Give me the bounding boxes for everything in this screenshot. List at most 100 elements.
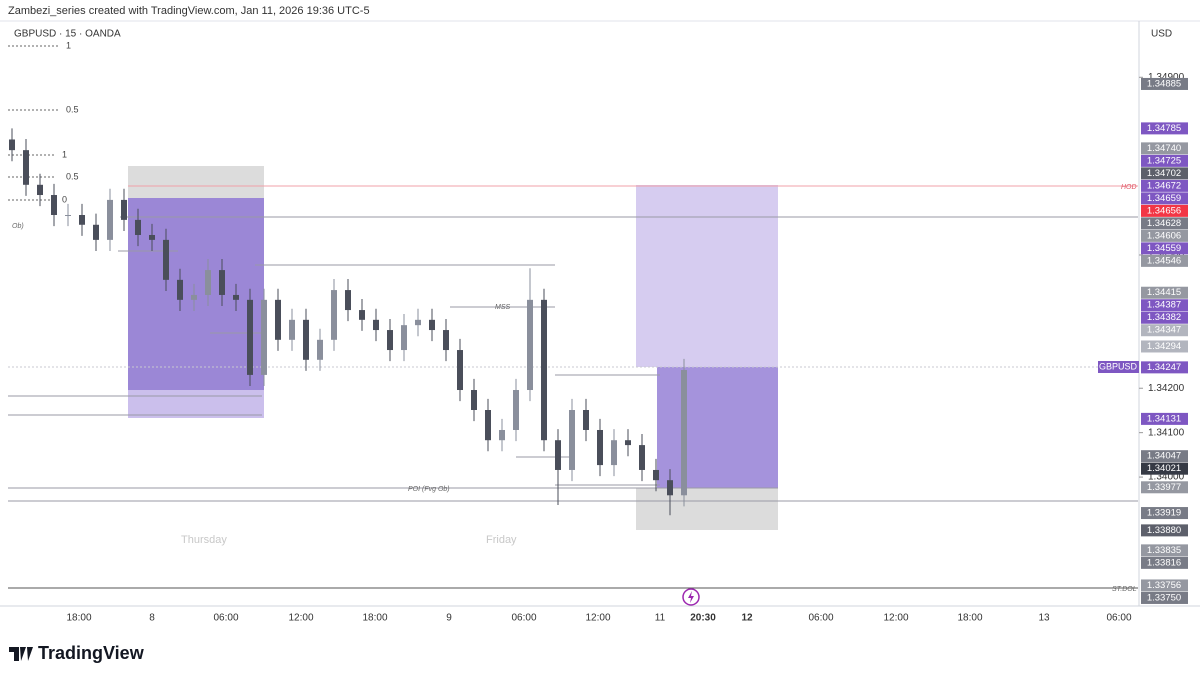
candle-body [359,310,365,320]
x-tick-label: 13 [1038,613,1050,624]
annotation: ST.DOL [1112,586,1137,593]
candle-body [653,469,659,481]
price-marker [1141,340,1188,353]
candle-body [205,270,211,295]
price-marker [1141,154,1188,167]
symbol-tag-text: GBPUSD [1099,361,1138,371]
price-marker [1141,242,1188,255]
candle-body [233,294,239,300]
price-marker [1141,77,1188,90]
price-marker [1141,142,1188,155]
zone [636,185,778,367]
candle-body [317,339,323,360]
price-marker-label: 1.34885 [1147,78,1181,89]
price-marker-label: 1.34131 [1147,413,1181,424]
price-marker-label: 1.34382 [1147,312,1181,323]
y-tick-label: 1.34200 [1148,383,1185,394]
price-marker-label: 1.34785 [1147,123,1181,134]
candle-body [457,350,463,391]
candle-body [625,440,631,446]
candle-body [107,199,113,240]
candle-body [65,215,71,216]
x-tick-label: 18:00 [957,613,982,624]
x-tick-label: 06:00 [1106,613,1131,624]
candle-body [471,390,477,410]
price-marker [1141,412,1188,425]
candle-body [583,410,589,430]
price-marker [1141,591,1188,604]
zone [128,390,264,418]
price-marker [1141,544,1188,557]
candle-body [191,294,197,300]
logo-text: TradingView [38,643,145,663]
price-marker [1141,450,1188,463]
candle-body [275,299,281,340]
zone [636,488,778,530]
candles [9,128,687,516]
candle-body [331,290,337,340]
candle-body [93,224,99,240]
event-icon [682,588,700,606]
x-tick-label: 9 [446,613,452,624]
x-tick-label: 06:00 [808,613,833,624]
price-marker [1141,361,1188,374]
candle-body [9,139,15,151]
price-marker-label: 1.34294 [1147,341,1181,352]
x-tick-label: 12:00 [585,613,610,624]
x-tick-label: 06:00 [511,613,536,624]
price-marker [1141,556,1188,569]
price-marker [1141,254,1188,267]
price-marker [1141,192,1188,205]
price-marker [1141,324,1188,337]
candle-body [79,215,85,225]
annotation: MSS [495,304,511,311]
candle-body [247,299,253,375]
price-marker [1141,204,1188,217]
price-marker-label: 1.34672 [1147,180,1181,191]
candle-body [387,330,393,351]
event-icon [688,591,694,603]
candle-body [37,184,43,196]
candle-body [219,270,225,295]
candle-body [569,410,575,470]
candle-body [639,445,645,470]
x-tick-label: 18:00 [362,613,387,624]
candle-body [555,440,561,470]
price-marker-label: 1.34628 [1147,218,1181,229]
x-tick-label: 06:00 [213,613,238,624]
candle-body [51,195,57,215]
price-marker-label: 1.34659 [1147,193,1181,204]
candle-body [527,299,533,391]
candle-body [401,325,407,351]
candle-body [261,299,267,375]
price-marker-label: 1.34702 [1147,168,1181,179]
price-marker-label: 1.34415 [1147,287,1181,298]
candle-body [135,219,141,235]
candle-body [513,390,519,430]
price-marker [1141,481,1188,494]
candle-body [121,199,127,220]
day-label: Thursday [181,534,227,546]
candle-body [415,319,421,326]
symbol-tag [1098,361,1139,373]
symbol: GBPUSD · 15 · OANDA [14,29,121,40]
price-marker [1141,122,1188,135]
candle-body [177,279,183,300]
currency: USD [1151,29,1172,40]
candle-body [597,429,603,466]
zone [128,198,264,390]
candle-body [667,480,673,496]
price-marker [1141,299,1188,312]
price-marker-label: 1.34347 [1147,325,1181,336]
price-marker-label: 1.33750 [1147,592,1181,603]
price-marker [1141,286,1188,299]
x-tick-label: 12:00 [883,613,908,624]
y-tick-label: 1.34000 [1148,472,1185,483]
candle-body [303,319,309,360]
annotation: POI (Fvg Ob) [408,486,450,493]
candle-body [443,330,449,351]
fib-label: 0 [62,194,67,204]
candle-body [149,234,155,240]
price-marker-label: 1.34546 [1147,255,1181,266]
price-marker-label: 1.33919 [1147,508,1181,519]
